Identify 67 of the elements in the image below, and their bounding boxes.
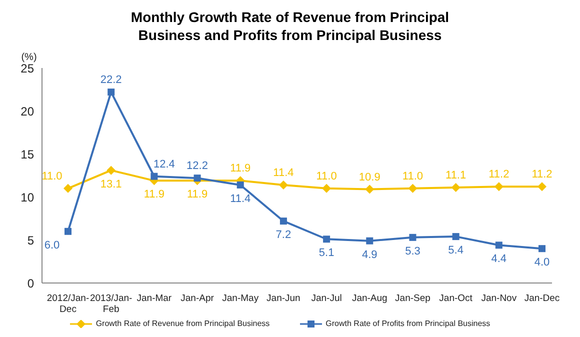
x-tick-label: Jan-Jul <box>311 293 342 304</box>
data-label: 11.4 <box>273 166 294 179</box>
data-label: 11.0 <box>316 170 337 182</box>
data-label: 11.2 <box>488 168 510 181</box>
x-tick-label: Jan-Jun <box>266 293 300 304</box>
point <box>150 172 158 180</box>
point <box>108 88 115 96</box>
point <box>64 184 72 193</box>
y-tick-label: 0 <box>27 276 34 290</box>
point <box>452 233 460 240</box>
data-label: 6.0 <box>44 239 60 252</box>
point <box>494 182 504 192</box>
data-label: 22.2 <box>100 74 122 86</box>
point <box>236 181 244 188</box>
point <box>278 180 288 190</box>
point <box>280 218 287 225</box>
y-axis-title: (%) <box>21 52 37 63</box>
data-label: 5.4 <box>448 244 464 257</box>
point <box>366 237 374 244</box>
data-label: 4.0 <box>534 256 550 269</box>
data-label: 11.1 <box>446 170 466 182</box>
point <box>495 242 502 249</box>
x-tick-label: Jan-Aug <box>352 293 388 304</box>
x-tick-label: Jan-Sep <box>395 293 430 304</box>
data-label: 11.9 <box>186 188 208 201</box>
x-tick-label: Jan-May <box>222 293 259 304</box>
x-tick-label: 2012/Jan-Dec <box>46 293 90 315</box>
x-tick-label: Jan-Oct <box>439 293 473 304</box>
data-label: 5.3 <box>405 245 420 258</box>
data-label: 11.0 <box>402 170 424 182</box>
point <box>106 166 116 175</box>
point <box>194 174 201 182</box>
data-label: 13.1 <box>100 178 122 190</box>
x-tick-label: Jan-Apr <box>180 293 214 304</box>
y-tick-label: 10 <box>20 190 34 204</box>
data-label: 10.9 <box>358 171 380 184</box>
data-label: 12.4 <box>153 158 175 170</box>
point <box>365 184 374 194</box>
point <box>409 234 416 241</box>
point <box>323 236 330 243</box>
point <box>322 184 332 193</box>
point <box>538 182 546 192</box>
point <box>538 245 546 252</box>
x-tick-label: 2013/Jan-Feb <box>90 293 132 315</box>
y-tick-label: 20 <box>20 104 34 118</box>
x-tick-label: Jan-Nov <box>481 293 517 304</box>
point <box>451 183 460 192</box>
data-label: 4.9 <box>362 248 378 261</box>
data-label: 11.9 <box>144 188 164 201</box>
data-label: 11.4 <box>230 192 251 205</box>
x-tick-label: Jan-Mar <box>136 293 172 304</box>
data-label: 7.2 <box>276 229 292 242</box>
y-tick-label: 5 <box>27 233 34 248</box>
point <box>408 184 418 193</box>
chart-title: Monthly Growth Rate of Revenue from Principal Business and Profits from Principal Business <box>130 8 450 45</box>
data-label: 11.0 <box>42 170 62 182</box>
y-tick-label: 25 <box>20 61 34 76</box>
point <box>64 228 72 235</box>
data-label: 11.2 <box>532 168 552 181</box>
data-label: 4.4 <box>491 253 507 266</box>
legend-label: Growth Rate of Profits from Principal Business <box>326 319 490 328</box>
data-label: 12.2 <box>186 160 208 172</box>
y-tick-label: 15 <box>20 147 34 162</box>
data-label: 11.9 <box>230 162 251 175</box>
x-tick-label: Jan-Dec <box>524 293 560 304</box>
legend-label: Growth Rate of Revenue from Principal Business <box>96 319 270 328</box>
data-label: 5.1 <box>318 247 334 260</box>
